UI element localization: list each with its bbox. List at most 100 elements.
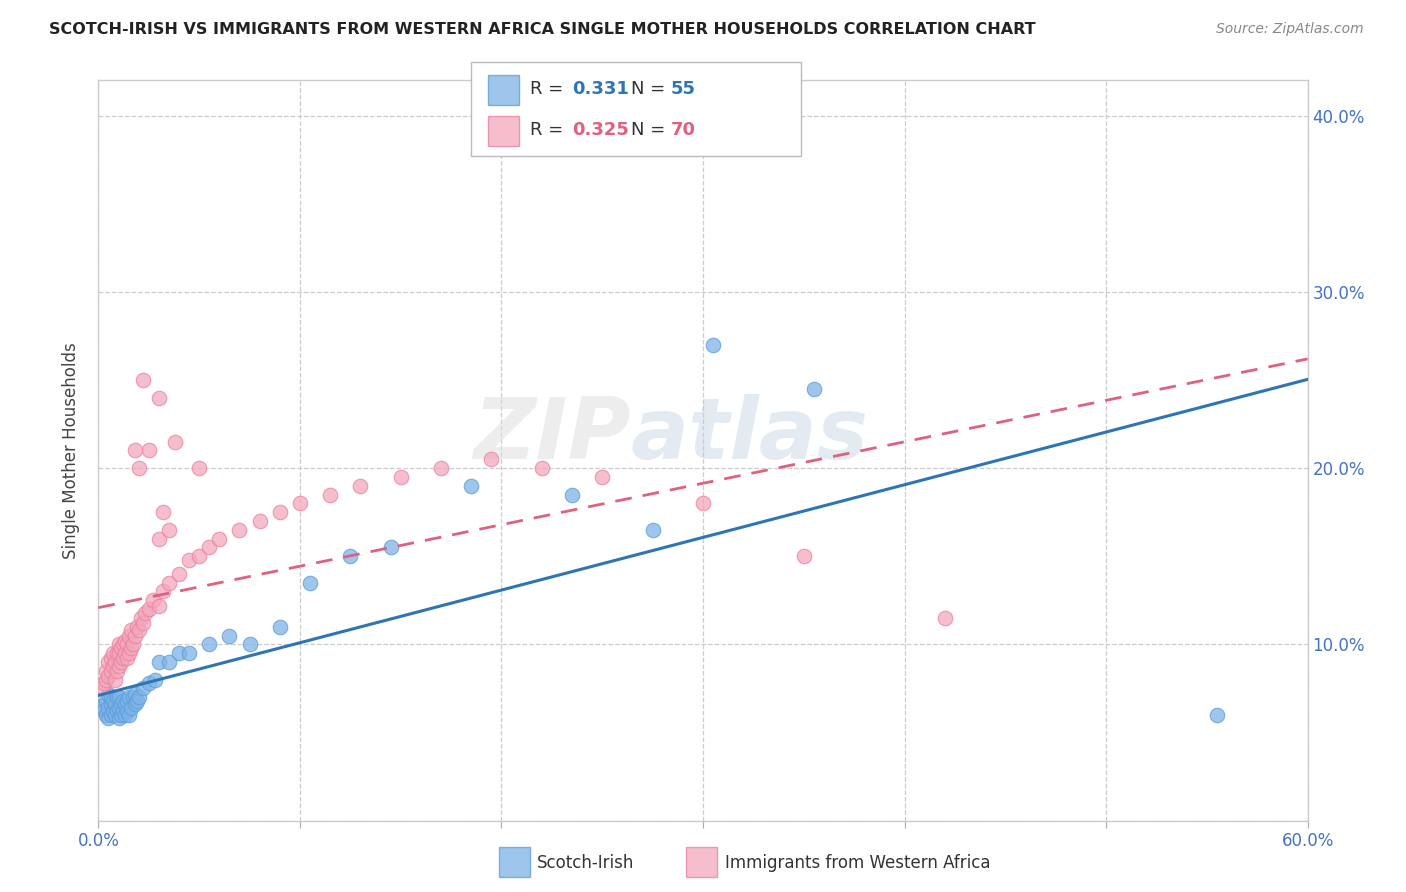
Point: [124, 443, 146, 458]
Point: [97, 669, 120, 683]
Point: [1206, 707, 1229, 722]
Point: [129, 611, 152, 625]
Point: [97, 701, 120, 715]
Point: [249, 514, 271, 528]
Text: 0.331: 0.331: [572, 80, 628, 98]
Point: [100, 664, 122, 678]
Point: [198, 637, 221, 651]
Point: [430, 461, 453, 475]
Point: [100, 651, 122, 665]
Point: [107, 646, 129, 660]
Point: [111, 637, 134, 651]
Point: [132, 616, 155, 631]
Point: [110, 707, 132, 722]
Point: [101, 646, 124, 660]
Point: [105, 664, 128, 678]
Point: [339, 549, 361, 564]
Point: [125, 694, 148, 708]
Text: atlas: atlas: [630, 394, 869, 477]
Point: [118, 628, 141, 642]
Text: Immigrants from Western Africa: Immigrants from Western Africa: [725, 855, 991, 872]
Point: [96, 707, 118, 722]
Point: [138, 676, 160, 690]
Point: [481, 452, 503, 467]
Point: [460, 479, 482, 493]
Point: [103, 707, 125, 722]
Point: [120, 701, 142, 715]
Point: [103, 655, 125, 669]
Point: [124, 628, 146, 642]
Point: [114, 646, 136, 660]
Point: [148, 599, 170, 613]
Point: [107, 711, 129, 725]
Point: [128, 690, 150, 705]
Point: [101, 704, 124, 718]
Point: [239, 637, 262, 651]
Text: 0.325: 0.325: [572, 121, 628, 139]
Text: 70: 70: [671, 121, 696, 139]
Point: [157, 523, 180, 537]
Point: [188, 461, 211, 475]
Point: [152, 584, 174, 599]
Point: [110, 640, 132, 655]
Point: [118, 690, 141, 705]
Point: [349, 479, 371, 493]
Point: [93, 676, 115, 690]
Point: [125, 620, 148, 634]
Point: [107, 637, 129, 651]
Point: [128, 624, 150, 638]
Text: 55: 55: [671, 80, 696, 98]
Point: [288, 496, 311, 510]
Point: [97, 655, 120, 669]
Point: [380, 541, 402, 555]
Point: [91, 681, 114, 696]
Point: [143, 673, 166, 687]
Point: [101, 658, 124, 673]
Point: [702, 337, 724, 351]
Y-axis label: Single Mother Households: Single Mother Households: [62, 343, 80, 558]
Point: [179, 553, 201, 567]
Point: [96, 694, 118, 708]
Point: [103, 698, 125, 712]
Point: [100, 707, 122, 722]
Point: [115, 637, 138, 651]
Text: N =: N =: [631, 80, 671, 98]
Point: [110, 698, 132, 712]
Text: Scotch-Irish: Scotch-Irish: [537, 855, 634, 872]
Point: [148, 655, 170, 669]
Point: [100, 698, 122, 712]
Point: [97, 687, 120, 701]
Point: [110, 655, 132, 669]
Point: [114, 707, 136, 722]
Point: [96, 664, 118, 678]
Point: [934, 611, 956, 625]
Point: [163, 434, 186, 449]
Point: [107, 658, 129, 673]
Point: [167, 646, 190, 660]
Point: [269, 505, 291, 519]
Point: [111, 694, 134, 708]
Point: [100, 690, 122, 705]
Point: [114, 633, 136, 648]
Point: [299, 575, 322, 590]
Text: ZIP: ZIP: [472, 394, 630, 477]
Point: [142, 593, 165, 607]
Point: [111, 704, 134, 718]
Point: [138, 602, 160, 616]
Point: [132, 373, 155, 387]
Point: [115, 651, 138, 665]
Point: [105, 690, 128, 705]
Point: [218, 628, 240, 642]
Point: [167, 566, 190, 581]
Point: [179, 646, 201, 660]
Point: [128, 461, 150, 475]
Point: [111, 651, 134, 665]
Point: [105, 704, 128, 718]
Point: [692, 496, 714, 510]
Point: [115, 694, 138, 708]
Point: [118, 707, 141, 722]
Point: [591, 470, 613, 484]
Point: [319, 487, 342, 501]
Point: [115, 704, 138, 718]
Text: SCOTCH-IRISH VS IMMIGRANTS FROM WESTERN AFRICA SINGLE MOTHER HOUSEHOLDS CORRELAT: SCOTCH-IRISH VS IMMIGRANTS FROM WESTERN …: [49, 22, 1036, 37]
